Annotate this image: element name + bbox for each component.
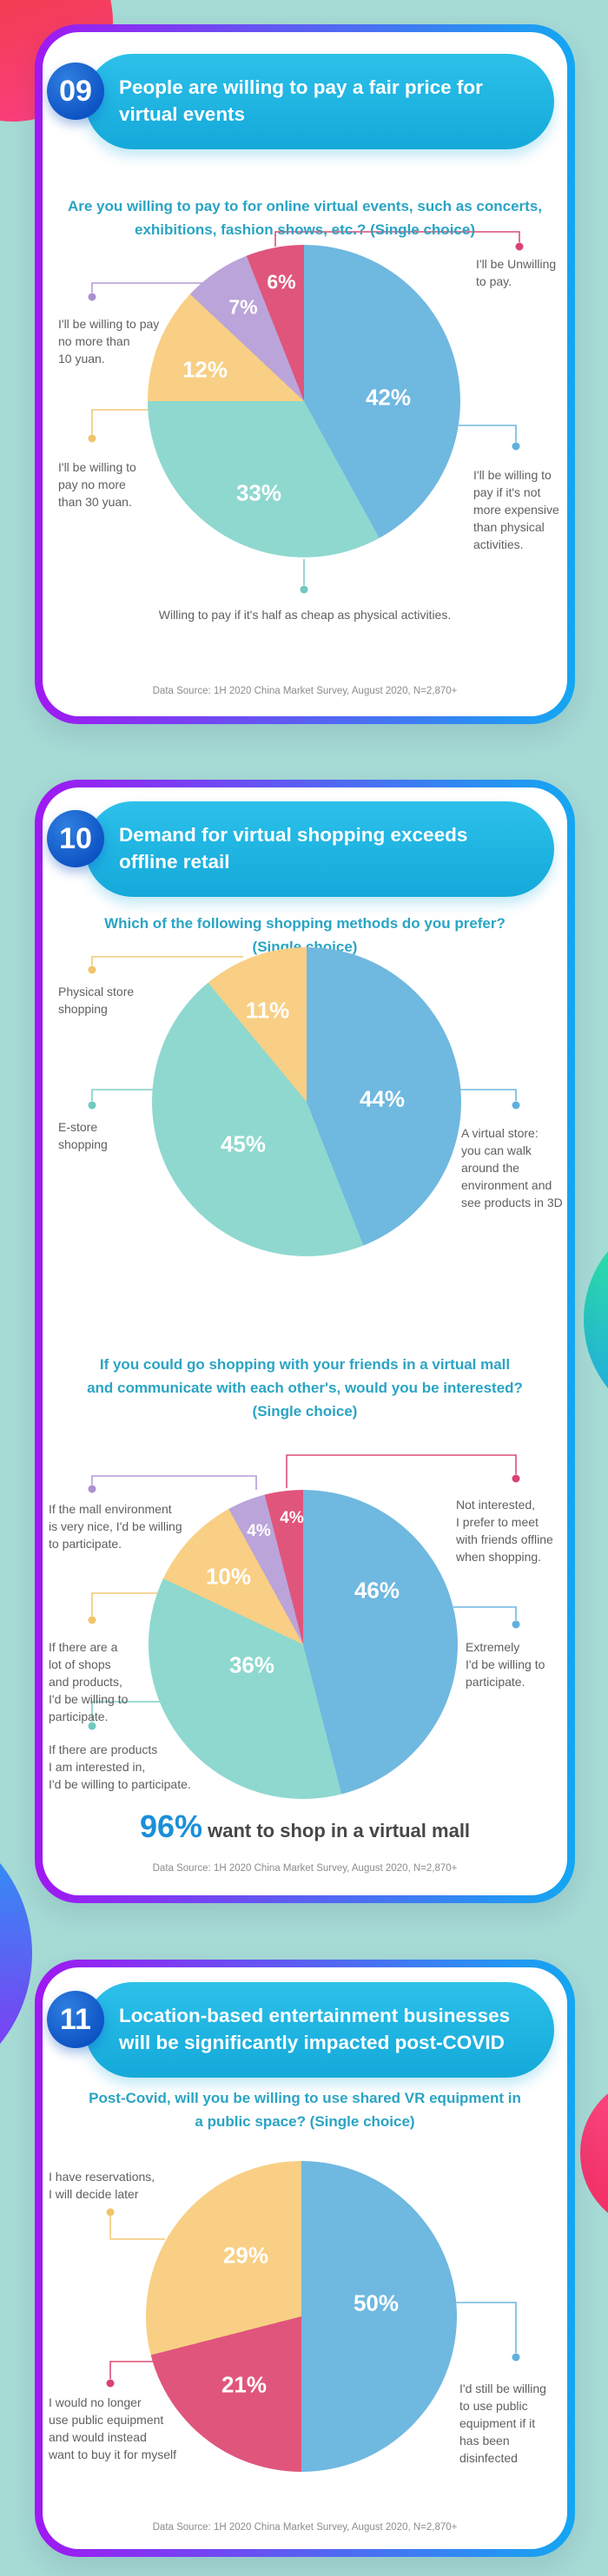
section-number-badge: 11 xyxy=(47,1991,104,2048)
callout-label: Not interested, I prefer to meet with fr… xyxy=(456,1498,553,1564)
decorative-blob-pink xyxy=(580,2075,608,2231)
callout-label: I would no longer use public equipment a… xyxy=(49,2395,177,2461)
callout-label: A virtual store: you can walk around the… xyxy=(461,1126,563,1209)
section-card-09: 09 People are willing to pay a fair pric… xyxy=(35,24,575,724)
highlight-value: 96% xyxy=(139,1808,202,1844)
slice-value: 12% xyxy=(182,356,228,383)
data-source: Data Source: 1H 2020 China Market Survey… xyxy=(152,686,458,696)
section-title-banner xyxy=(85,1982,554,2078)
callout-label: If there are a lot of shops and products… xyxy=(49,1640,129,1723)
data-source: Data Source: 1H 2020 China Market Survey… xyxy=(152,1863,458,1874)
callout-label: If there are products I am interested in… xyxy=(49,1743,191,1791)
section-number: 10 xyxy=(59,821,92,855)
section-number-badge: 09 xyxy=(47,63,104,120)
pie-chart-virtual-mall-interest xyxy=(149,1490,458,1799)
section-title: Demand for virtual shopping exceeds offl… xyxy=(119,824,468,873)
callout-label: If the mall environment is very nice, I'… xyxy=(49,1502,182,1551)
slice-value: 44% xyxy=(359,1085,406,1112)
highlight-stat: 96% want to shop in a virtual mall xyxy=(35,1808,575,1845)
decorative-blob-green xyxy=(584,1211,608,1428)
callout-label: I'll be Unwilling to pay. xyxy=(476,257,557,288)
section-title-banner xyxy=(85,801,554,897)
section-number: 09 xyxy=(59,74,92,108)
slice-value: 7% xyxy=(228,295,258,319)
callout-label: Physical store shopping xyxy=(58,985,135,1016)
callout-label: I'd still be willing to use public equip… xyxy=(459,2382,546,2465)
slice-value: 10% xyxy=(205,1563,252,1590)
callout-label: Willing to pay if it's half as cheap as … xyxy=(158,608,452,622)
slice-value: 33% xyxy=(235,479,282,506)
callout-label: I have reservations, I will decide later xyxy=(49,2170,155,2201)
section-title: Location-based entertainment businesses … xyxy=(119,2005,511,2053)
callout-label: E-store shopping xyxy=(58,1120,108,1151)
highlight-text: want to shop in a virtual mall xyxy=(202,1820,471,1841)
section-card-11: 11 Location-based entertainment business… xyxy=(35,1960,575,2557)
data-source: Data Source: 1H 2020 China Market Survey… xyxy=(152,2522,458,2533)
slice-value: 4% xyxy=(247,1522,271,1540)
section-title-banner xyxy=(85,54,554,149)
section-title: People are willing to pay a fair price f… xyxy=(119,76,483,125)
question-text: Which of the following shopping methods … xyxy=(104,915,506,955)
slice-value: 42% xyxy=(365,384,412,411)
decorative-blob-blue-purple xyxy=(0,1810,32,2097)
slice-value: 50% xyxy=(353,2289,400,2316)
pie-chart-willing-to-pay xyxy=(148,245,460,557)
question-text: If you could go shopping with your frien… xyxy=(87,1356,523,1420)
question-text: Post-Covid, will you be willing to use s… xyxy=(89,2090,521,2130)
callout-label: I'll be willing to pay no more than 30 y… xyxy=(58,460,136,509)
question-text: Are you willing to pay to for online vir… xyxy=(67,198,542,238)
callout-label: I'll be willing to pay if it's not more … xyxy=(473,468,559,551)
section-card-10: 10 Demand for virtual shopping exceeds o… xyxy=(35,780,575,1903)
slice-value: 46% xyxy=(354,1577,400,1604)
callout-label: I'll be willing to pay no more than 10 y… xyxy=(58,317,160,366)
callout-label: Extremely I'd be willing to participate. xyxy=(466,1640,545,1689)
section-number-badge: 10 xyxy=(47,810,104,867)
pie-chart-shared-vr-equipment xyxy=(146,2161,457,2472)
slice-value: 45% xyxy=(220,1130,267,1157)
pie-chart-shopping-methods xyxy=(152,947,461,1256)
slice-value: 6% xyxy=(267,270,296,293)
slice-value: 36% xyxy=(228,1651,275,1678)
slice-value: 11% xyxy=(245,997,290,1024)
slice-value: 4% xyxy=(280,1509,304,1527)
slice-value: 29% xyxy=(222,2242,269,2269)
slice-value: 21% xyxy=(221,2371,268,2398)
section-number: 11 xyxy=(60,2002,91,2036)
